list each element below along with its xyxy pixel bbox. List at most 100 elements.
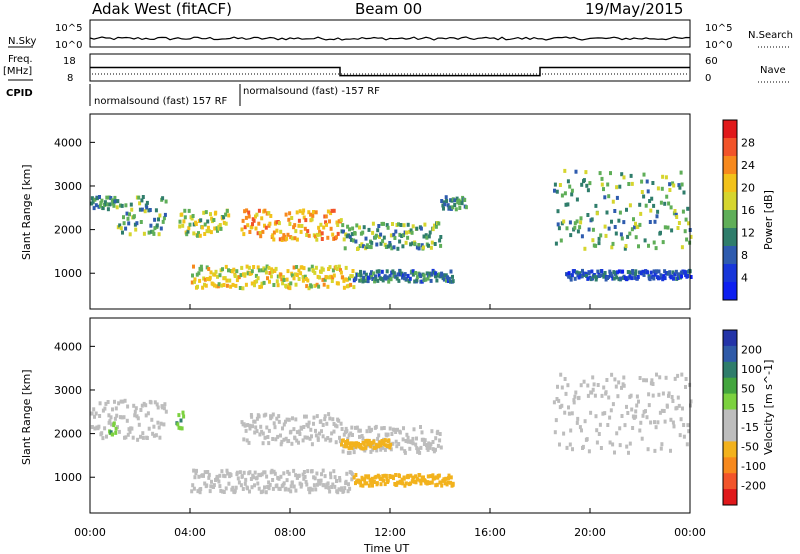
power-cells-cell-9-13 — [576, 273, 580, 278]
power-cells-cell-2-3 — [180, 212, 184, 217]
power-cells-cell-1-46 — [153, 226, 157, 231]
power-cells-cell-6-118 — [651, 181, 655, 185]
velocity-cells-cell-4-58 — [388, 426, 392, 431]
velocity-cells-cell-1-7 — [114, 430, 118, 435]
power-cells-cell-8-76 — [415, 275, 419, 280]
power-colorbar-tick-3: 16 — [741, 204, 755, 217]
power-cells-cell-4-116 — [437, 221, 441, 226]
power-cells-cell-4-105 — [427, 234, 431, 239]
velocity-cells-cell-0-33 — [117, 429, 121, 434]
power-cells-cell-3-67 — [295, 237, 299, 242]
power-cells-cell-4-17 — [354, 239, 358, 244]
power-cells-cell-6-21 — [570, 192, 574, 197]
velocity-cells-cell-0-30 — [115, 413, 119, 418]
power-cells-cell-1-5 — [119, 226, 123, 231]
velocity-cells-cell-7-149 — [314, 487, 318, 492]
velocity-cells-cell-3-86 — [312, 421, 315, 426]
power-cells-cell-9-42 — [600, 269, 604, 273]
power-cells-cell-2-48 — [217, 226, 221, 231]
power-cells-cell-6-105 — [640, 179, 644, 184]
power-cells-cell-6-142 — [671, 181, 675, 186]
velocity-cells-cell-3-60 — [290, 441, 294, 446]
velocity-cells-cell-0-12 — [100, 431, 104, 436]
velocity-cells-cell-7-11 — [199, 487, 203, 491]
power-cells-cell-1-50 — [157, 217, 160, 222]
power-cells-cell-1-12 — [125, 211, 129, 216]
velocity-cells-cell-7-155 — [319, 478, 323, 483]
velocity-cells-cell-3-102 — [325, 421, 329, 426]
velocity-cells-cell-6-103 — [638, 376, 642, 380]
velocity-cells-cell-7-188 — [347, 482, 350, 487]
velocity-cells-cell-4-11 — [349, 431, 353, 436]
power-cells-cell-9-77 — [629, 270, 633, 275]
power-cells-cell-6-66 — [607, 226, 611, 231]
power-cells-cell-7-14 — [202, 276, 206, 281]
velocity-cells-cell-6-111 — [645, 415, 649, 420]
velocity-cells-cell-7-144 — [310, 469, 314, 474]
velocity-cells-cell-8-65 — [406, 475, 410, 480]
power-cells-cell-5-24 — [460, 201, 464, 206]
velocity-cells-cell-6-49 — [593, 393, 597, 398]
power-cells-cell-6-94 — [630, 227, 634, 232]
power-cells-cell-4-47 — [379, 241, 383, 246]
power-cells-cell-7-44 — [227, 268, 230, 273]
power-cells-cell-8-12 — [362, 270, 366, 275]
power-cells-cell-7-182 — [342, 278, 346, 283]
power-cells-cell-6-102 — [638, 202, 642, 207]
power-cells-cell-6-149 — [677, 183, 681, 188]
power-cells-cell-6-145 — [673, 209, 677, 213]
power-cells-cell-7-136 — [303, 274, 307, 279]
velocity-cells-cell-0-9 — [98, 414, 102, 418]
velocity-cells-cell-7-34 — [218, 484, 222, 489]
power-cells-cell-6-64 — [606, 182, 610, 187]
power-cells-cell-1-59 — [164, 199, 168, 204]
power-cells-cell-6-104 — [639, 211, 643, 216]
velocity-colorbar-swatch-0 — [723, 330, 737, 347]
velocity-cells-cell-0-32 — [117, 401, 121, 406]
power-cells-cell-7-7 — [196, 284, 199, 289]
power-cells-cell-9-79 — [631, 269, 635, 273]
velocity-cells-cell-8-12 — [363, 477, 367, 482]
power-cells-cell-8-39 — [385, 269, 389, 274]
power-cells-cell-6-164 — [689, 234, 693, 239]
velocity-cells-cell-3-114 — [335, 424, 339, 429]
power-cells-cell-0-29 — [114, 199, 118, 204]
velocity-cells-cell-4-20 — [357, 428, 361, 433]
power-cells-cell-1-26 — [137, 195, 141, 200]
velocity-cells-cell-4-12 — [350, 425, 354, 430]
power-cells-cell-4-32 — [367, 227, 371, 232]
power-cells-cell-8-111 — [445, 278, 448, 283]
power-cells-cell-4-108 — [430, 240, 434, 245]
velocity-cells-cell-4-49 — [381, 445, 385, 450]
velocity-cells-cell-0-79 — [156, 420, 160, 425]
velocity-cells-cell-8-18 — [367, 483, 371, 488]
power-cells-cell-1-6 — [120, 203, 124, 208]
power-cells-cell-7-128 — [297, 268, 301, 273]
power-cells-cell-9-34 — [593, 274, 597, 279]
velocity-cells-cell-3-72 — [300, 426, 304, 431]
power-cells-cell-6-39 — [585, 183, 589, 188]
velocity-cells-cell-6-64 — [606, 423, 610, 427]
power-cells-cell-6-127 — [659, 230, 662, 235]
velocity-cells-cell-0-74 — [152, 424, 156, 429]
velocity-cells-cell-0-59 — [139, 408, 143, 412]
power-cells-cell-3-90 — [315, 237, 319, 242]
velocity-cells-cell-7-53 — [234, 485, 238, 490]
velocity-cells-cell-7-110 — [282, 471, 286, 476]
power-cells-cell-0-26 — [112, 203, 116, 208]
velocity-cells-cell-3-87 — [312, 415, 316, 420]
velocity-cells-cell-0-76 — [153, 400, 157, 405]
velocity-cells-cell-8-56 — [399, 480, 403, 485]
velocity-cells-cell-2-5 — [179, 418, 183, 423]
velocity-cells-cell-0-5 — [94, 411, 98, 416]
power-cells-cell-9-24 — [585, 274, 589, 278]
power-cells-cell-7-84 — [260, 281, 264, 286]
power-cells-cell-7-96 — [270, 267, 274, 272]
power-cells-cell-7-1 — [191, 273, 194, 278]
velocity-cells-cell-6-153 — [680, 372, 684, 377]
power-cells-cell-8-33 — [380, 269, 384, 274]
power-cells-cell-6-100 — [636, 224, 640, 229]
power-cells-cell-3-29 — [264, 225, 268, 230]
velocity-cells-cell-6-63 — [605, 378, 609, 382]
velocity-cells-cell-6-6 — [558, 442, 561, 447]
